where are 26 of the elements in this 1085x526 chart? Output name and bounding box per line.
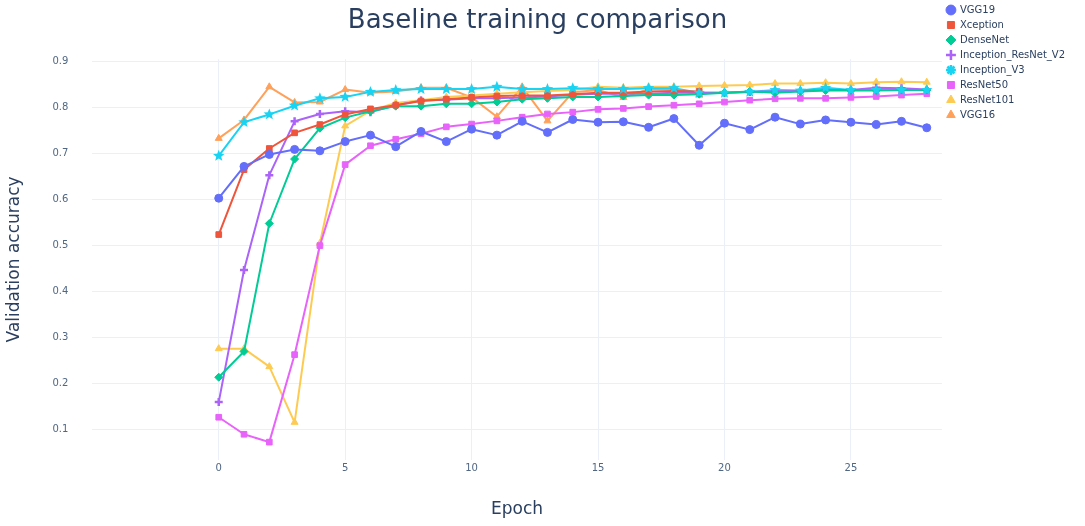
legend-label: VGG16 [959, 108, 996, 120]
y-tick-label: 0.6 [52, 193, 69, 205]
legend-label: Inception_ResNet_V2 [959, 48, 1065, 61]
legend-label: VGG19 [959, 3, 996, 15]
legend-label: Xception [959, 18, 1004, 30]
y-axis-title: Validation accuracy [2, 176, 23, 343]
x-axis-title: Epoch [491, 498, 544, 519]
chart-title: Baseline training comparison [347, 4, 728, 35]
y-tick-label: 0.9 [52, 55, 69, 67]
y-tick-label: 0.1 [52, 423, 69, 435]
x-tick-label: 15 [591, 462, 605, 474]
legend-label: DenseNet [959, 33, 1010, 45]
y-tick-label: 0.7 [52, 147, 69, 159]
y-tick-label: 0.2 [52, 377, 69, 389]
x-tick-label: 0 [215, 462, 222, 474]
x-tick-label: 10 [465, 462, 478, 474]
x-tick-label: 25 [844, 462, 858, 474]
x-tick-label: 5 [341, 462, 349, 474]
x-tick-label: 20 [718, 462, 731, 474]
legend-label: Inception_V3 [959, 63, 1025, 76]
y-tick-label: 0.5 [52, 239, 69, 251]
y-tick-label: 0.4 [52, 285, 69, 297]
y-tick-label: 0.8 [52, 101, 69, 113]
y-tick-label: 0.3 [52, 331, 69, 343]
legend-label: ResNet50 [959, 78, 1009, 90]
legend-label: ResNet101 [959, 93, 1015, 105]
